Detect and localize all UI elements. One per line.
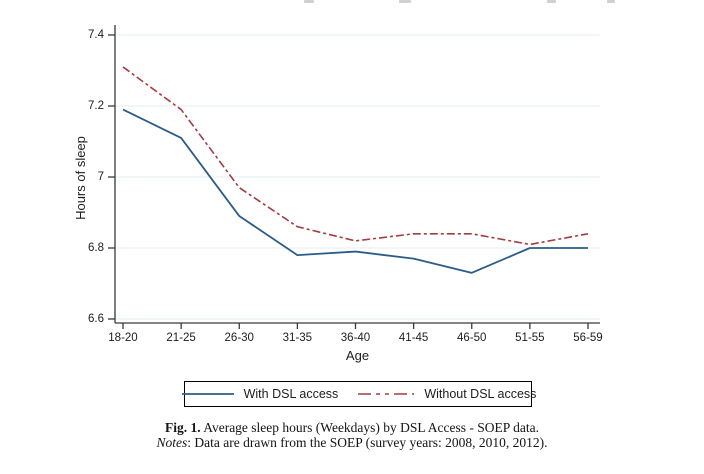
x-tick-label: 46-50 — [457, 332, 487, 344]
legend-entry-with-dsl: With DSL access — [180, 387, 339, 401]
series-line-with-dsl — [122, 108, 588, 274]
solid-line-icon — [181, 393, 234, 395]
caption-line-2: Notes: Data are drawn from the SOEP (sur… — [0, 434, 704, 451]
y-tick-label: 7 — [97, 171, 104, 183]
clipped-text-fragment — [304, 0, 314, 3]
y-tick-label: 6.8 — [88, 242, 104, 254]
series-line-without-dsl — [122, 66, 589, 246]
fig-number: Fig. 1. — [164, 420, 201, 435]
legend-label-without-dsl: Without DSL access — [424, 387, 537, 401]
x-tick-label: 41-45 — [398, 332, 429, 344]
notes-label: Notes — [156, 434, 188, 450]
x-axis-title: Age — [345, 348, 370, 363]
legend-entry-without-dsl: Without DSL access — [356, 387, 536, 401]
clipped-text-fragment — [547, 0, 556, 3]
figure-caption: Fig. 1. Average sleep hours (Weekdays) b… — [0, 420, 704, 451]
x-tick-label: 36-40 — [340, 332, 371, 344]
clipped-text-fragment — [607, 0, 615, 3]
x-tick-label: 26-30 — [224, 332, 254, 344]
sleep-hours-line-chart — [108, 25, 600, 329]
legend-label-with-dsl: With DSL access — [243, 387, 339, 401]
y-tick-label: 7.2 — [88, 100, 104, 112]
chart-legend: With DSL access Without DSL access — [181, 381, 536, 407]
clipped-text-fragment — [399, 0, 411, 3]
x-tick-label: 21-25 — [166, 332, 196, 344]
y-tick-label: 7.4 — [88, 29, 104, 41]
x-tick-label: 31-35 — [282, 332, 313, 344]
caption-line-1: Fig. 1. Average sleep hours (Weekdays) b… — [0, 420, 704, 436]
y-axis-title: Hours of sleep — [73, 136, 88, 220]
dashed-line-icon — [358, 393, 415, 395]
x-tick-label: 18-20 — [108, 332, 138, 344]
x-tick-label: 56-59 — [573, 332, 603, 344]
x-tick-label: 51-55 — [515, 332, 545, 344]
notes-text: : Data are drawn from the SOEP (survey y… — [187, 434, 548, 450]
y-tick-label: 6.6 — [88, 313, 104, 325]
fig-title-text: Average sleep hours (Weekdays) by DSL Ac… — [200, 420, 540, 435]
